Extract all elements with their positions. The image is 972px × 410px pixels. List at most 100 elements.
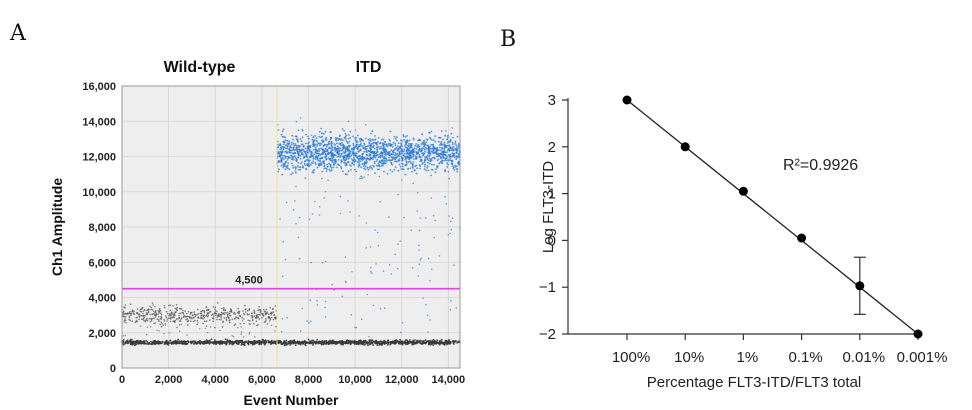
droplet-point — [354, 146, 357, 149]
droplet-point — [263, 315, 265, 317]
droplet-point — [257, 324, 259, 326]
droplet-point — [199, 328, 201, 330]
droplet-point — [142, 310, 145, 313]
droplet-point — [165, 316, 168, 319]
droplet-point — [411, 162, 413, 165]
droplet-point — [226, 314, 229, 316]
droplet-point — [447, 340, 450, 343]
data-points — [622, 95, 923, 339]
droplet-point — [126, 341, 129, 344]
droplet-point — [136, 341, 138, 344]
droplet-point — [225, 318, 227, 321]
droplet-point — [347, 200, 349, 202]
droplet-point — [409, 144, 412, 147]
droplet-point — [365, 161, 368, 163]
droplet-point — [298, 168, 300, 171]
droplet-point — [228, 321, 231, 324]
droplet-point — [229, 314, 231, 317]
droplet-point — [281, 146, 283, 149]
droplet-point — [451, 143, 454, 146]
droplet-point — [409, 167, 412, 170]
droplet-point — [333, 163, 335, 166]
droplet-point — [365, 222, 368, 224]
droplet-point — [411, 165, 414, 168]
droplet-point — [437, 153, 440, 156]
droplet-point — [131, 310, 133, 313]
droplet-point — [382, 138, 385, 141]
droplet-point — [349, 211, 351, 213]
droplet-point — [352, 160, 355, 163]
droplet-point — [136, 308, 139, 310]
droplet-point — [249, 320, 251, 322]
droplet-point — [163, 320, 166, 322]
droplets-itd-scatter — [122, 117, 461, 338]
droplet-point — [306, 149, 309, 152]
droplet-point — [427, 147, 430, 149]
droplet-point — [426, 154, 429, 157]
droplet-point — [295, 172, 297, 174]
droplet-point — [319, 144, 321, 147]
droplet-point — [370, 148, 372, 151]
droplet-point — [144, 319, 147, 322]
droplet-point — [237, 317, 240, 320]
droplet-point — [406, 141, 408, 144]
plot-a-y-tick-label: 0 — [110, 363, 116, 375]
droplet-point — [375, 341, 378, 344]
droplet-point — [377, 156, 380, 159]
plot-a-y-tick-label: 2,000 — [88, 328, 116, 340]
droplet-point — [323, 150, 325, 153]
droplet-point — [343, 144, 346, 147]
droplet-point — [146, 343, 149, 345]
droplet-point — [299, 166, 302, 169]
droplet-point — [205, 320, 208, 323]
droplet-point — [397, 340, 400, 343]
droplet-point — [339, 135, 341, 138]
data-point — [738, 186, 748, 196]
droplet-point — [341, 152, 344, 155]
droplet-point — [202, 322, 205, 325]
droplet-point — [424, 165, 426, 168]
droplet-point — [190, 312, 192, 314]
droplet-point — [373, 144, 375, 147]
droplet-point — [200, 316, 202, 319]
droplet-point — [339, 212, 342, 215]
droplet-point — [151, 313, 154, 316]
droplet-point — [216, 310, 218, 313]
droplet-point — [380, 160, 382, 163]
droplet-point — [427, 340, 430, 343]
droplet-point — [443, 147, 446, 150]
droplet-point — [429, 158, 432, 161]
droplet-point — [379, 142, 382, 144]
droplet-point — [418, 263, 421, 266]
droplet-point — [432, 156, 434, 159]
droplet-point — [316, 166, 319, 169]
droplet-point — [357, 148, 359, 151]
droplet-point — [149, 326, 152, 328]
droplet-point — [375, 142, 377, 145]
droplet-point — [299, 150, 302, 153]
droplet-point — [157, 343, 160, 345]
droplet-point — [338, 150, 340, 153]
droplet-point — [203, 317, 206, 319]
droplet-point — [146, 341, 149, 343]
droplet-point — [360, 145, 363, 147]
droplet-point — [299, 154, 302, 157]
droplet-point — [430, 168, 433, 171]
droplet-point — [296, 148, 299, 151]
droplet-point — [321, 135, 323, 138]
droplet-point — [448, 215, 450, 217]
droplet-point — [190, 316, 192, 319]
droplet-point — [428, 154, 431, 157]
droplet-point — [203, 311, 206, 314]
droplet-point — [145, 334, 148, 336]
droplet-point — [449, 232, 451, 235]
droplet-point — [314, 158, 317, 161]
droplet-point — [197, 340, 200, 343]
droplet-point — [403, 152, 406, 155]
droplet-point — [399, 240, 402, 242]
droplet-point — [373, 341, 376, 343]
droplet-point — [428, 131, 431, 134]
droplet-point — [224, 311, 226, 314]
droplet-point — [263, 342, 265, 345]
droplet-point — [206, 331, 209, 334]
